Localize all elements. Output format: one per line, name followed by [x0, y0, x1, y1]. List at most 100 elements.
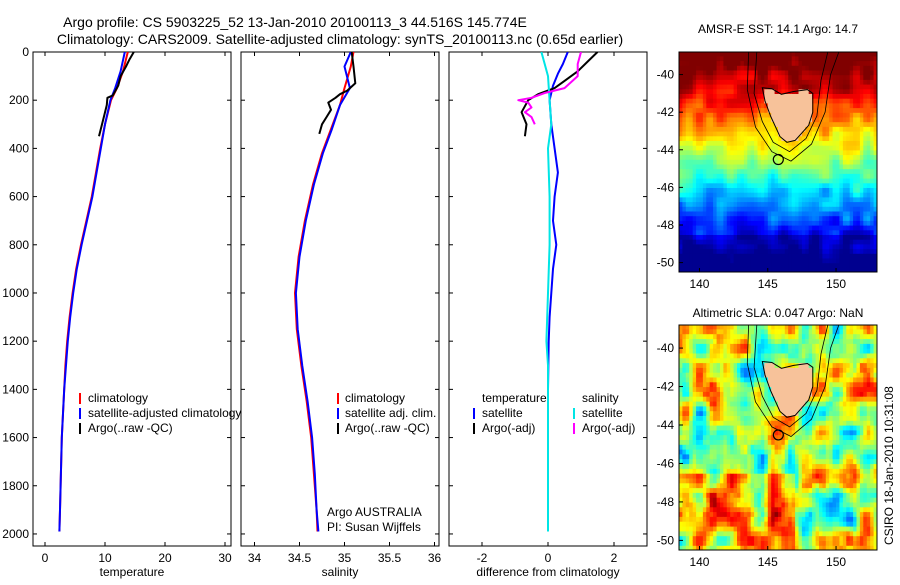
- depth-tick-label: 1000: [2, 286, 29, 300]
- sst-map-cell: [863, 225, 867, 230]
- sst-map-cell: [788, 206, 792, 211]
- sla-map-cell: [764, 492, 768, 497]
- sst-map-cell: [740, 56, 744, 61]
- sla-map-cell: [764, 540, 768, 545]
- sst-map-cell: [740, 79, 744, 84]
- sst-map-cell: [689, 159, 693, 164]
- sst-map-cell: [713, 56, 717, 61]
- sst-map-cell: [788, 84, 792, 89]
- sst-map-cell: [713, 249, 717, 254]
- sst-map-cell: [812, 253, 816, 258]
- sst-map-cell: [713, 75, 717, 80]
- sst-map-cell: [740, 206, 744, 211]
- legend-label-sal-argo: Argo(-adj): [582, 421, 635, 435]
- sst-map-cell: [812, 263, 816, 268]
- sst-map-cell: [764, 220, 768, 225]
- sla-map-cell: [812, 488, 816, 493]
- sla-map-cell: [713, 367, 717, 372]
- sst-map-cell: [812, 159, 816, 164]
- sst-map-cell: [812, 183, 816, 188]
- sst-map-cell: [740, 126, 744, 131]
- legend-label-temp-argo: Argo(-adj): [482, 421, 535, 435]
- sst-map-cell: [788, 187, 792, 192]
- sst-map-cell: [740, 258, 744, 263]
- temperature-xlabel: temperature: [100, 565, 165, 579]
- sla-map-cell: [812, 425, 816, 430]
- sst-map-cell: [713, 98, 717, 103]
- sla-map-cell: [740, 411, 744, 416]
- sst-map-cell: [740, 220, 744, 225]
- sst-map-cell: [689, 239, 693, 244]
- sst-map-cell: [839, 230, 843, 235]
- salinity-plot-frame: [241, 52, 439, 546]
- sst-map-cell: [740, 197, 744, 202]
- sst-map-cell: [788, 93, 792, 98]
- sla-map-cell: [689, 363, 693, 368]
- sst-map-cell: [839, 61, 843, 66]
- sst-map-cell: [812, 197, 816, 202]
- sla-map-cell: [764, 526, 768, 531]
- sst-map-cell: [788, 112, 792, 117]
- sst-map-cell: [812, 155, 816, 160]
- sla-map-cell: [689, 353, 693, 358]
- sla-map-cell: [689, 439, 693, 444]
- sst-xtick-label: 145: [758, 277, 778, 291]
- sst-map-cell: [764, 197, 768, 202]
- sst-map-cell: [713, 230, 717, 235]
- sla-map-cell: [788, 464, 792, 469]
- sla-map-cell: [788, 372, 792, 377]
- sst-map-cell: [788, 126, 792, 131]
- sst-map-cell: [839, 131, 843, 136]
- sla-map-cell: [788, 430, 792, 435]
- sla-map-cell: [713, 401, 717, 406]
- sst-map-cell: [764, 56, 768, 61]
- sst-map-cell: [839, 249, 843, 254]
- sst-map-cell: [839, 84, 843, 89]
- sst-map-cell: [713, 122, 717, 127]
- figure-title-line2: Climatology: CARS2009. Satellite-adjuste…: [57, 31, 623, 47]
- sst-ytick-label: -46: [657, 180, 675, 194]
- sst-map-cell: [713, 79, 717, 84]
- sla-map-cell: [788, 334, 792, 339]
- sla-map-cell: [689, 540, 693, 545]
- sst-map-cell: [689, 93, 693, 98]
- sst-map-cell: [713, 84, 717, 89]
- sla-map-cell: [788, 444, 792, 449]
- sst-ytick-label: -48: [657, 218, 675, 232]
- sla-map-cell: [713, 435, 717, 440]
- sst-map-cell: [764, 112, 768, 117]
- sst-map-cell: [788, 220, 792, 225]
- sst-map-cell: [839, 244, 843, 249]
- sla-map-cell: [713, 468, 717, 473]
- depth-tick-label: 400: [9, 141, 29, 155]
- sst-map-cell: [764, 159, 768, 164]
- sst-map-cell: [839, 108, 843, 113]
- sst-map-cell: [689, 112, 693, 117]
- sst-map-cell: [839, 56, 843, 61]
- sst-map-cell: [689, 253, 693, 258]
- sst-map-cell: [839, 239, 843, 244]
- sst-map-cell: [740, 89, 744, 94]
- sst-map-cell: [764, 136, 768, 141]
- sla-map-cell: [764, 497, 768, 502]
- legend-label-argo: Argo(..raw -QC): [88, 421, 173, 435]
- sst-map-cell: [863, 112, 867, 117]
- sla-map-cell: [812, 454, 816, 459]
- sst-map-cell: [812, 225, 816, 230]
- legend-heading-salinity: salinity: [582, 391, 619, 405]
- sst-map-cell: [839, 140, 843, 145]
- sla-map-cell: [713, 391, 717, 396]
- depth-tick-label: 200: [9, 93, 29, 107]
- sst-map-cell: [689, 169, 693, 174]
- sst-map-cell: [839, 98, 843, 103]
- sla-map-cell: [764, 425, 768, 430]
- sst-map-cell: [788, 178, 792, 183]
- sla-map-cell: [788, 329, 792, 334]
- sst-map-cell: [689, 75, 693, 80]
- sla-map-cell: [812, 478, 816, 483]
- sst-map-cell: [713, 112, 717, 117]
